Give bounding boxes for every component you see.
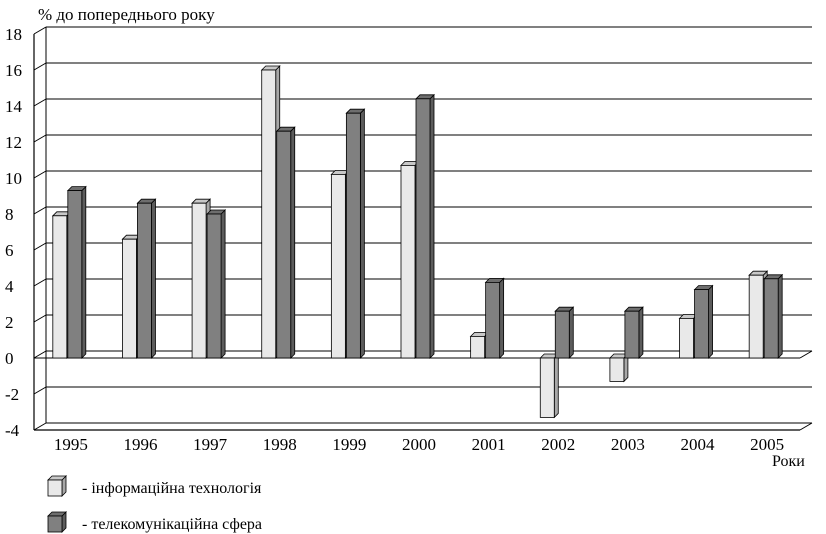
x-tick-label: 2001 xyxy=(472,435,506,454)
x-axis-depth xyxy=(799,422,813,431)
y-tick-label: 8 xyxy=(5,205,14,224)
bar-front xyxy=(554,310,570,359)
bar xyxy=(623,306,644,359)
x-tick-label: 1995 xyxy=(54,435,88,454)
x-tick-label: 1996 xyxy=(123,435,157,454)
bar xyxy=(206,209,227,359)
gridline-depth xyxy=(33,62,47,71)
gridline-depth xyxy=(33,242,47,251)
bar-side xyxy=(499,277,505,359)
legend-swatch xyxy=(47,515,63,533)
bar-front xyxy=(485,281,501,359)
bar-front xyxy=(694,289,709,359)
bar-side xyxy=(81,185,87,359)
y-axis-label: % до попереднього року xyxy=(38,5,215,24)
bar-side xyxy=(220,209,226,359)
y-tick-label: 2 xyxy=(5,313,14,332)
bar-front xyxy=(763,278,779,359)
bars xyxy=(51,65,784,419)
bar-side xyxy=(151,198,156,359)
legend-label: - телекомунікаційна сфера xyxy=(82,516,262,533)
legend-entry: - телекомунікаційна сфера xyxy=(47,511,262,533)
gridline-depth xyxy=(33,26,47,35)
bar xyxy=(345,108,366,359)
bar xyxy=(539,353,560,419)
bar-front xyxy=(52,215,68,359)
bar xyxy=(275,126,296,359)
bar-side xyxy=(777,273,783,359)
y-tick-label: 10 xyxy=(5,169,22,188)
bar-front xyxy=(400,164,416,359)
legend-entry: - інформаційна технологія xyxy=(47,475,262,497)
bar-side xyxy=(708,284,713,359)
y-tick-label: -4 xyxy=(5,421,20,440)
x-category-labels: 1995 1996 1997 1998 1999 2000 2001 2002 2003 2004… xyxy=(54,435,784,454)
x-tick-label: 1999 xyxy=(332,435,366,454)
bar-front xyxy=(206,213,222,359)
bar-front xyxy=(330,173,346,359)
bar-front xyxy=(415,98,431,359)
legend-swatch xyxy=(47,479,63,497)
bar-side xyxy=(553,353,559,419)
x-tick-label: 2004 xyxy=(681,435,716,454)
bar xyxy=(484,277,505,359)
bar xyxy=(693,284,714,359)
bar-front xyxy=(191,202,207,359)
bar-front xyxy=(539,357,555,418)
gridline-depth xyxy=(33,350,47,359)
y-tick-label: 18 xyxy=(5,25,22,44)
bar-side xyxy=(638,306,644,359)
gridline-depth xyxy=(33,98,47,107)
bar-side xyxy=(568,306,574,359)
bar-front xyxy=(276,130,292,359)
gridline-depth xyxy=(33,422,47,431)
bar xyxy=(415,93,435,359)
legend-label: - інформаційна технологія xyxy=(82,480,262,497)
bar xyxy=(554,306,575,359)
x-tick-label: 1998 xyxy=(263,435,297,454)
gridline-depth xyxy=(33,170,47,179)
y-tick-labels: -4 -2 0 2 4 6 8 10 12 14 16 18 xyxy=(5,25,23,440)
bar-front xyxy=(261,69,277,359)
legend: - інформаційна технологія - телекомунікац… xyxy=(47,475,262,533)
bar-front xyxy=(470,335,486,359)
bar-front xyxy=(67,190,83,359)
zero-line-depth xyxy=(799,350,813,359)
x-tick-label: 2000 xyxy=(402,435,436,454)
bar xyxy=(763,273,784,359)
bar-front xyxy=(137,202,152,359)
bar-side xyxy=(429,93,435,359)
bar xyxy=(136,198,157,359)
gridline-depth xyxy=(33,134,47,143)
y-tick-label: 12 xyxy=(5,133,22,152)
gridline-depth xyxy=(33,314,47,323)
bar-front xyxy=(624,310,640,359)
x-tick-label: 1997 xyxy=(193,435,228,454)
x-tick-label: 2002 xyxy=(541,435,575,454)
y-tick-label: 4 xyxy=(5,277,14,296)
y-tick-label: 0 xyxy=(5,349,14,368)
x-axis-label: Роки xyxy=(772,453,805,470)
gridline-depth xyxy=(33,206,47,215)
bar-side xyxy=(290,126,296,359)
y-tick-label: -2 xyxy=(5,385,19,404)
bar xyxy=(608,353,629,383)
gridline-depth xyxy=(33,386,47,395)
gridline-depth xyxy=(33,278,47,287)
bar-front xyxy=(345,112,361,359)
bar-front xyxy=(609,357,625,382)
bar xyxy=(66,185,87,359)
y-tick-label: 16 xyxy=(5,61,22,80)
bar-front xyxy=(122,238,137,359)
y-tick-label: 6 xyxy=(5,241,14,260)
x-tick-label: 2003 xyxy=(611,435,645,454)
y-tick-label: 14 xyxy=(5,97,23,116)
x-tick-label: 2005 xyxy=(750,435,784,454)
bar-front xyxy=(748,274,764,359)
bar-front xyxy=(679,317,694,359)
bar-side xyxy=(359,108,365,359)
